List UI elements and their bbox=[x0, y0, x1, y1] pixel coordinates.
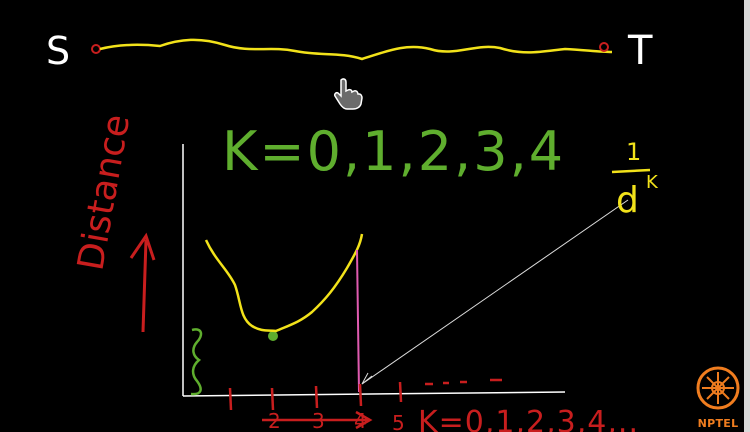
x-axis-k-label: K=0,1,2,3,4,.. bbox=[418, 405, 639, 432]
distance-curve bbox=[204, 233, 364, 333]
x-tick-dashes bbox=[425, 378, 502, 386]
distance-arrow bbox=[129, 232, 156, 333]
offset-brace bbox=[190, 328, 203, 396]
minimum-point bbox=[268, 331, 278, 341]
x-tick-4 bbox=[358, 383, 363, 407]
wavy-path bbox=[99, 38, 613, 61]
ratio-exponent: K bbox=[646, 172, 659, 193]
x-tick-label: 5 bbox=[392, 411, 405, 432]
x-axis-ticks bbox=[228, 378, 502, 411]
hand-pointer-icon bbox=[334, 78, 363, 110]
x-tick-3 bbox=[314, 385, 319, 409]
x-progress-arrow bbox=[262, 410, 373, 430]
ratio-fraction-bar bbox=[611, 168, 651, 174]
ratio-pointer-arrowhead bbox=[361, 372, 373, 385]
y-axis-label: Distance bbox=[70, 111, 138, 273]
x-tick-2 bbox=[270, 387, 275, 411]
x-tick-5 bbox=[398, 381, 403, 403]
x-axis bbox=[182, 391, 566, 397]
target-node bbox=[599, 42, 609, 52]
x-tick-1 bbox=[228, 387, 233, 411]
ratio-denominator: d bbox=[616, 180, 639, 221]
right-edge-strip bbox=[744, 0, 750, 432]
nptel-emblem-icon bbox=[696, 366, 740, 410]
target-label: T bbox=[627, 28, 653, 74]
nptel-logo: NPTEL bbox=[690, 364, 746, 430]
ratio-pointer-line bbox=[361, 199, 629, 385]
k-marker-line bbox=[356, 249, 360, 393]
nptel-logo-text: NPTEL bbox=[697, 417, 739, 430]
ratio-numerator: 1 bbox=[626, 138, 641, 166]
source-label: S bbox=[46, 29, 70, 73]
source-node bbox=[91, 44, 101, 54]
k-values-label: K=0,1,2,3,4 bbox=[222, 120, 565, 183]
